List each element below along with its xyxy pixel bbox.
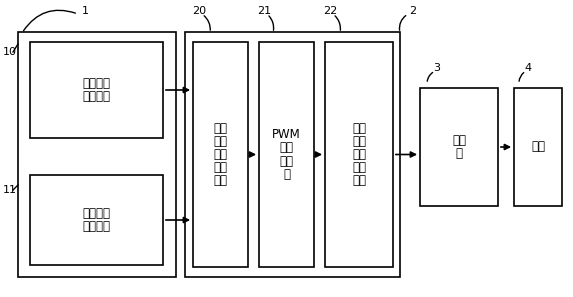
Text: 2: 2 xyxy=(410,6,417,16)
Text: 采样电路: 采样电路 xyxy=(83,220,111,233)
Text: 硅: 硅 xyxy=(456,147,462,160)
Text: 信号: 信号 xyxy=(280,141,293,154)
Text: 电路: 电路 xyxy=(352,174,366,187)
Text: 21: 21 xyxy=(257,6,271,16)
Text: 通角: 通角 xyxy=(214,148,227,161)
Bar xyxy=(30,42,163,138)
Text: 4: 4 xyxy=(524,63,532,73)
Text: 硅导: 硅导 xyxy=(214,135,227,148)
Bar xyxy=(325,42,393,267)
Text: 1: 1 xyxy=(81,6,88,16)
Text: 交流电压: 交流电压 xyxy=(83,207,111,220)
Text: 调制: 调制 xyxy=(214,161,227,174)
Text: 可控: 可控 xyxy=(452,134,466,147)
Text: 器: 器 xyxy=(283,168,290,181)
Text: 隔离: 隔离 xyxy=(352,161,366,174)
Bar xyxy=(30,175,163,265)
Text: 可控: 可控 xyxy=(214,122,227,135)
Bar xyxy=(514,88,562,206)
Text: PWM: PWM xyxy=(272,128,301,141)
Bar xyxy=(259,42,314,267)
Text: 电路: 电路 xyxy=(214,174,227,187)
Text: 放大: 放大 xyxy=(352,148,366,161)
Text: 温度信号: 温度信号 xyxy=(83,77,111,90)
Bar xyxy=(420,88,498,206)
Text: 22: 22 xyxy=(323,6,337,16)
Text: 3: 3 xyxy=(434,63,441,73)
Bar xyxy=(18,32,176,277)
Text: 11: 11 xyxy=(3,185,17,195)
Text: 20: 20 xyxy=(192,6,206,16)
Text: 发生: 发生 xyxy=(280,154,293,168)
Bar xyxy=(193,42,248,267)
Text: 采样电路: 采样电路 xyxy=(83,90,111,103)
Text: 信号: 信号 xyxy=(352,135,366,148)
Text: 驱动: 驱动 xyxy=(352,122,366,135)
Bar xyxy=(185,32,400,277)
Text: 风机: 风机 xyxy=(531,140,545,154)
Text: 10: 10 xyxy=(3,47,17,57)
